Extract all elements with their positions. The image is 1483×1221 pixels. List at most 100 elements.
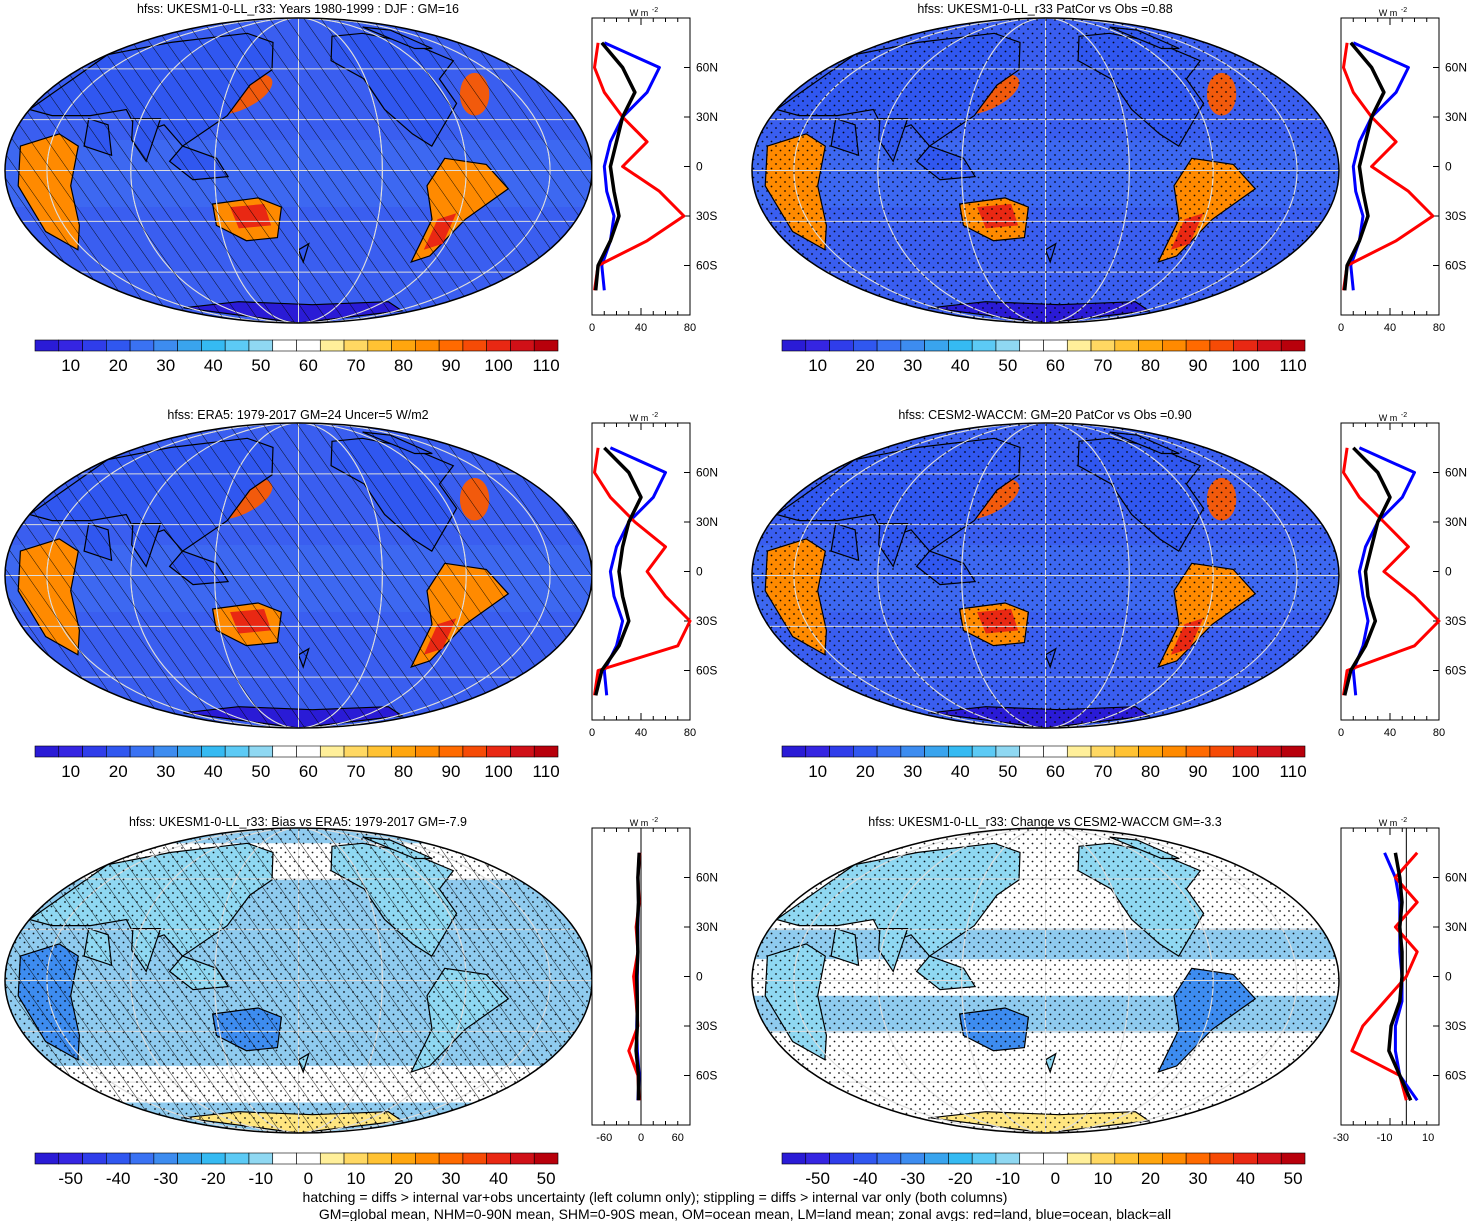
colorbar-swatch <box>1043 339 1068 352</box>
lat-label: 0 <box>1445 160 1452 174</box>
lat-label: 30N <box>696 920 718 934</box>
zonal-land-line <box>593 42 686 291</box>
colorbar-label: 40 <box>951 356 970 375</box>
colorbar-label: -30 <box>900 1169 925 1188</box>
colorbar-swatch <box>1280 745 1306 758</box>
zonal-x-label: -30 <box>1333 1132 1349 1144</box>
colorbar-swatch <box>1138 1152 1163 1165</box>
colorbar-label: 20 <box>856 762 875 781</box>
lat-label: 60S <box>696 664 717 678</box>
panel-title: hfss: UKESM1-0-LL_r33: Years 1980-1999 :… <box>137 2 459 16</box>
colorbar-swatch <box>1019 745 1044 758</box>
colorbar-swatch <box>1114 1152 1139 1165</box>
colorbar-4: 10 20 30 40 50 60 70 80 90 100 110 <box>781 745 1307 781</box>
colorbar-swatch <box>296 1152 321 1165</box>
colorbar-label: 10 <box>1093 1169 1112 1188</box>
lat-label: 0 <box>696 970 703 984</box>
colorbar-label: 20 <box>109 356 128 375</box>
colorbar-label: 50 <box>998 356 1017 375</box>
colorbar-swatch <box>1090 745 1116 758</box>
colorbar-label: 20 <box>394 1169 413 1188</box>
colorbar-swatch <box>224 1152 250 1165</box>
lat-label: 30S <box>1445 614 1466 628</box>
lat-label: 30N <box>1445 515 1467 529</box>
colorbar-swatch <box>1233 745 1258 758</box>
zonal-x-label: 0 <box>1338 727 1344 739</box>
colorbar-label: 30 <box>156 762 175 781</box>
colorbar-swatch <box>486 339 511 352</box>
colorbar-swatch <box>153 1152 178 1165</box>
colorbar-swatch <box>82 1152 107 1165</box>
lat-label: 60S <box>696 1069 717 1083</box>
colorbar-label: 60 <box>1046 762 1065 781</box>
lat-label: 60S <box>1445 664 1466 678</box>
colorbar-1: 10 20 30 40 50 60 70 80 90 100 110 <box>34 339 560 375</box>
zonal-unit: W m <box>630 413 649 423</box>
colorbar-swatch <box>201 339 226 352</box>
colorbar-label: -40 <box>106 1169 131 1188</box>
colorbar-swatch <box>948 1152 973 1165</box>
colorbar-swatch <box>415 339 440 352</box>
colorbar-5: -50 -40 -30 -20 -10 0 10 20 30 40 50 <box>34 1152 559 1188</box>
map-panel-1: hfss: UKESM1-0-LL_r33: Years 1980-1999 :… <box>4 2 593 324</box>
lat-label: 30S <box>696 1019 717 1033</box>
map-border <box>751 422 1340 729</box>
lat-label: 60N <box>696 871 718 885</box>
colorbar-label: 90 <box>1189 356 1208 375</box>
colorbar-swatch <box>415 1152 440 1165</box>
lat-label: 60S <box>1445 259 1466 273</box>
colorbar-swatch <box>948 745 973 758</box>
colorbar-swatch <box>995 339 1021 352</box>
colorbar-label: -10 <box>249 1169 274 1188</box>
lat-label: 30N <box>696 110 718 124</box>
colorbar-swatch <box>438 745 464 758</box>
colorbar-label: 100 <box>1231 762 1259 781</box>
colorbar-swatch <box>1043 1152 1068 1165</box>
zonal-panel-2: W m -2 60N 30N 0 30S 60S 0 40 80 <box>1338 7 1467 334</box>
zonal-x-label: 40 <box>635 322 647 334</box>
colorbar-label: 80 <box>1141 762 1160 781</box>
colorbar-swatch <box>876 339 902 352</box>
colorbar-swatch <box>1280 1152 1306 1165</box>
colorbar-swatch <box>1257 745 1282 758</box>
colorbar-swatch <box>391 745 416 758</box>
colorbar-swatch <box>177 339 202 352</box>
lat-label: 0 <box>1445 970 1452 984</box>
colorbar-label: -50 <box>58 1169 83 1188</box>
colorbar-swatch <box>971 339 997 352</box>
colorbar-swatch <box>82 745 107 758</box>
colorbar-label: 90 <box>442 762 461 781</box>
colorbar-swatch <box>1280 339 1306 352</box>
colorbar-label: 30 <box>442 1169 461 1188</box>
colorbar-swatch <box>177 745 202 758</box>
colorbar-swatch <box>106 745 131 758</box>
panel-title: hfss: CESM2-WACCM: GM=20 PatCor vs Obs =… <box>898 408 1191 422</box>
colorbar-swatch <box>177 1152 202 1165</box>
colorbar-label: 50 <box>998 762 1017 781</box>
colorbar-swatch <box>1066 1152 1092 1165</box>
zonal-all-line <box>593 41 637 291</box>
stippling-overlay <box>752 828 1339 1133</box>
colorbar-label: 30 <box>903 762 922 781</box>
colorbar-swatch <box>343 745 369 758</box>
colorbar-swatch <box>296 339 321 352</box>
colorbar-swatch <box>1090 1152 1116 1165</box>
colorbar-swatch <box>224 745 250 758</box>
colorbar-swatch <box>1233 1152 1258 1165</box>
lat-label: 60N <box>696 61 718 75</box>
colorbar-swatch <box>1138 339 1163 352</box>
colorbar-label: 70 <box>346 356 365 375</box>
colorbar-swatch <box>533 339 559 352</box>
colorbar-label: 30 <box>156 356 175 375</box>
colorbar-swatch <box>805 1152 830 1165</box>
lat-label: 30S <box>696 209 717 223</box>
colorbar-label: 60 <box>299 762 318 781</box>
colorbar-swatch <box>1090 339 1116 352</box>
zonal-land-line <box>1342 42 1435 291</box>
colorbar-label: 20 <box>109 762 128 781</box>
colorbar-swatch <box>805 339 830 352</box>
lat-label: 60N <box>696 466 718 480</box>
footer-line-1: hatching = diffs > internal var+obs unce… <box>303 1189 1008 1205</box>
zonal-unit-sup: -2 <box>652 817 658 824</box>
